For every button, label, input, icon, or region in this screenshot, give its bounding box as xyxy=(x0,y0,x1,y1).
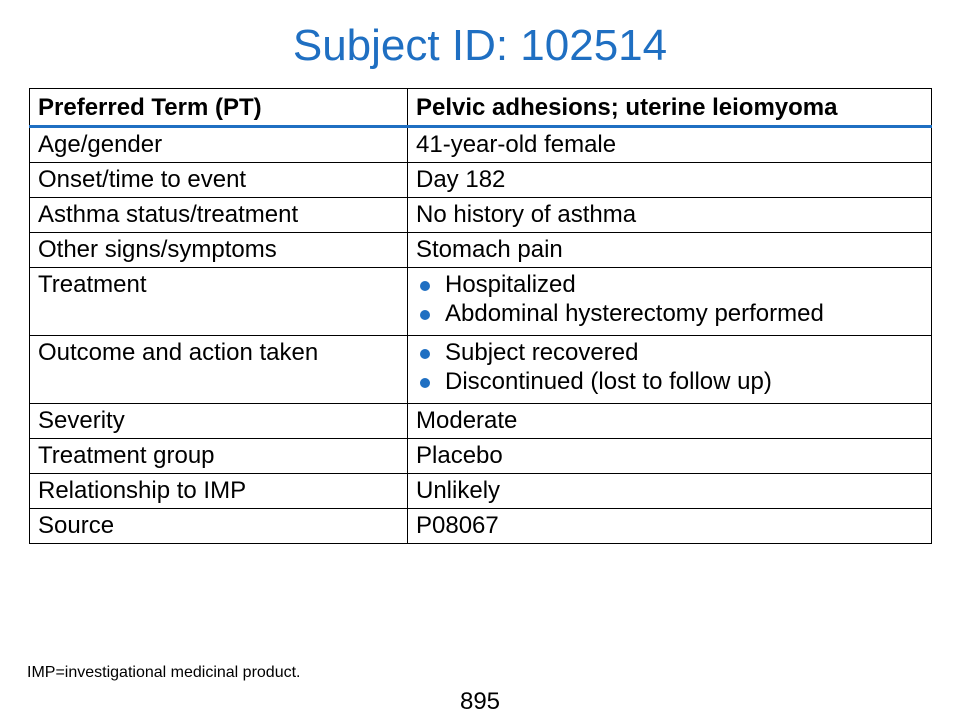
bullet-item: Hospitalized xyxy=(416,270,923,299)
row-value: Placebo xyxy=(407,438,932,474)
table-row: Age/gender 41-year-old female xyxy=(29,126,932,163)
table-row: Onset/time to event Day 182 xyxy=(29,162,932,198)
row-value: Hospitalized Abdominal hysterectomy perf… xyxy=(407,267,932,336)
table-row: Asthma status/treatment No history of as… xyxy=(29,197,932,233)
footnote: IMP=investigational medicinal product. xyxy=(27,664,301,681)
row-label: Treatment xyxy=(29,267,408,336)
row-value: 41-year-old female xyxy=(407,126,932,163)
row-value: Stomach pain xyxy=(407,232,932,268)
bullet-item: Subject recovered xyxy=(416,338,923,367)
table-row: Outcome and action taken Subject recover… xyxy=(29,335,932,404)
table-row: Relationship to IMP Unlikely xyxy=(29,473,932,509)
bullet-list: Subject recovered Discontinued (lost to … xyxy=(416,338,923,396)
row-label: Severity xyxy=(29,403,408,439)
row-label: Asthma status/treatment xyxy=(29,197,408,233)
table-row: Other signs/symptoms Stomach pain xyxy=(29,232,932,268)
row-label: Onset/time to event xyxy=(29,162,408,198)
row-value: Unlikely xyxy=(407,473,932,509)
row-label: Source xyxy=(29,508,408,544)
page-number: 895 xyxy=(459,688,501,715)
bullet-item: Discontinued (lost to follow up) xyxy=(416,367,923,396)
row-value: No history of asthma xyxy=(407,197,932,233)
table-header-row: Preferred Term (PT) Pelvic adhesions; ut… xyxy=(29,88,932,128)
header-cell-label: Preferred Term (PT) xyxy=(29,88,408,128)
row-value: Day 182 xyxy=(407,162,932,198)
row-label: Other signs/symptoms xyxy=(29,232,408,268)
row-label: Treatment group xyxy=(29,438,408,474)
table-row: Source P08067 xyxy=(29,508,932,544)
row-value: Subject recovered Discontinued (lost to … xyxy=(407,335,932,404)
row-value: P08067 xyxy=(407,508,932,544)
subject-info-table: Preferred Term (PT) Pelvic adhesions; ut… xyxy=(29,88,932,544)
bullet-item: Abdominal hysterectomy performed xyxy=(416,299,923,328)
row-value: Moderate xyxy=(407,403,932,439)
row-label: Outcome and action taken xyxy=(29,335,408,404)
table-row: Treatment Hospitalized Abdominal hystere… xyxy=(29,267,932,336)
bullet-list: Hospitalized Abdominal hysterectomy perf… xyxy=(416,270,923,328)
slide-title: Subject ID: 102514 xyxy=(292,21,668,70)
table-row: Treatment group Placebo xyxy=(29,438,932,474)
row-label: Age/gender xyxy=(29,126,408,163)
row-label: Relationship to IMP xyxy=(29,473,408,509)
table-row: Severity Moderate xyxy=(29,403,932,439)
header-cell-value: Pelvic adhesions; uterine leiomyoma xyxy=(407,88,932,128)
